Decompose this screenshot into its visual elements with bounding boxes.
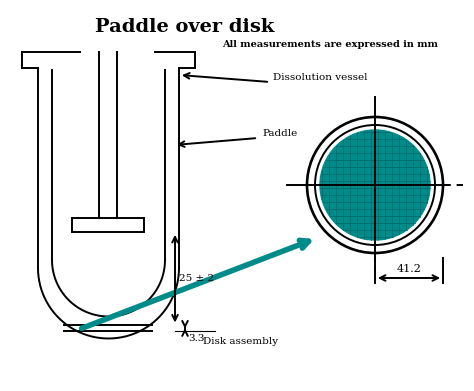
Circle shape [320,130,430,240]
Text: All measurements are expressed in mm: All measurements are expressed in mm [222,40,438,49]
Text: Dissolution vessel: Dissolution vessel [273,74,367,83]
Text: 3.3: 3.3 [188,334,204,343]
Text: 25 ± 2: 25 ± 2 [179,274,214,283]
Text: Paddle: Paddle [262,129,297,138]
Text: 41.2: 41.2 [397,264,421,274]
Text: Paddle over disk: Paddle over disk [95,18,274,36]
Text: Disk assembly: Disk assembly [203,337,278,346]
